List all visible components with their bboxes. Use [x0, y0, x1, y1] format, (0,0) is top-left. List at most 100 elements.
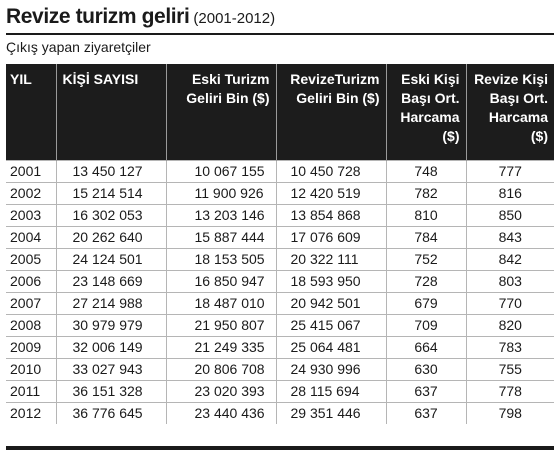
tourism-revenue-table: YIL KİŞİ SAYISI Eski Turizm Geliri Bin (… — [6, 64, 554, 424]
cell-visitor-count: 32 006 149 — [55, 336, 166, 359]
cell-revised-per-capita: 850 — [465, 204, 554, 227]
cell-old-per-capita: 784 — [385, 226, 466, 249]
cell-old-revenue: 15 887 444 — [165, 226, 276, 249]
cell-visitor-count: 36 776 645 — [55, 402, 166, 424]
cell-old-revenue: 21 950 807 — [165, 314, 276, 337]
table-row: 2010 33 027 943 20 806 708 24 930 996 630 755 — [6, 358, 554, 381]
table-row: 2007 27 214 988 18 487 010 20 942 501 679 770 — [6, 292, 554, 315]
cell-year: 2004 — [6, 226, 56, 249]
cell-year: 2003 — [6, 204, 56, 227]
cell-visitor-count: 30 979 979 — [55, 314, 166, 337]
cell-revised-revenue: 28 115 694 — [275, 380, 386, 403]
cell-old-per-capita: 709 — [385, 314, 466, 337]
cell-old-revenue: 21 249 335 — [165, 336, 276, 359]
table-row: 2004 20 262 640 15 887 444 17 076 609 784 843 — [6, 226, 554, 249]
cell-revised-revenue: 20 942 501 — [275, 292, 386, 315]
cell-revised-revenue: 17 076 609 — [275, 226, 386, 249]
cell-year: 2006 — [6, 270, 56, 293]
cell-visitor-count: 16 302 053 — [55, 204, 166, 227]
title-years: (2001-2012) — [193, 10, 276, 27]
cell-visitor-count: 15 214 514 — [55, 182, 166, 205]
cell-old-per-capita: 782 — [385, 182, 466, 205]
cell-year: 2001 — [6, 160, 56, 183]
cell-year: 2002 — [6, 182, 56, 205]
subtitle: Çıkış yapan ziyaretçiler — [6, 39, 151, 55]
cell-revised-per-capita: 842 — [465, 248, 554, 271]
cell-year: 2012 — [6, 402, 56, 424]
cell-year: 2007 — [6, 292, 56, 315]
cell-revised-per-capita: 778 — [465, 380, 554, 403]
cell-visitor-count: 33 027 943 — [55, 358, 166, 381]
cell-visitor-count: 27 214 988 — [55, 292, 166, 315]
cell-revised-per-capita: 777 — [465, 160, 554, 183]
cell-old-revenue: 23 020 393 — [165, 380, 276, 403]
cell-old-per-capita: 728 — [385, 270, 466, 293]
cell-revised-per-capita: 770 — [465, 292, 554, 315]
header-revised-revenue: RevizeTurizm Geliri Bin ($) — [275, 64, 386, 161]
cell-year: 2005 — [6, 248, 56, 271]
cell-old-revenue: 10 067 155 — [165, 160, 276, 183]
cell-year: 2008 — [6, 314, 56, 337]
table-row: 2006 23 148 669 16 850 947 18 593 950 728 803 — [6, 270, 554, 293]
cell-revised-per-capita: 820 — [465, 314, 554, 337]
bottom-rule — [6, 446, 554, 450]
page-title: Revize turizm geliri (2001-2012) — [6, 5, 275, 29]
title-rule — [6, 33, 554, 35]
cell-old-per-capita: 637 — [385, 402, 466, 424]
cell-old-per-capita: 637 — [385, 380, 466, 403]
cell-revised-revenue: 25 064 481 — [275, 336, 386, 359]
cell-revised-revenue: 25 415 067 — [275, 314, 386, 337]
header-old-per-capita: Eski Kişi Başı Ort. Harcama ($) — [385, 64, 466, 161]
header-visitor-count: KİŞİ SAYISI — [55, 64, 166, 161]
cell-visitor-count: 23 148 669 — [55, 270, 166, 293]
cell-revised-revenue: 29 351 446 — [275, 402, 386, 424]
cell-revised-per-capita: 803 — [465, 270, 554, 293]
cell-old-per-capita: 630 — [385, 358, 466, 381]
cell-old-per-capita: 748 — [385, 160, 466, 183]
table-row: 2001 13 450 127 10 067 155 10 450 728 748 777 — [6, 160, 554, 183]
cell-visitor-count: 36 151 328 — [55, 380, 166, 403]
title-main: Revize turizm geliri — [6, 5, 190, 28]
cell-old-revenue: 18 153 505 — [165, 248, 276, 271]
cell-old-revenue: 23 440 436 — [165, 402, 276, 424]
table-row: 2003 16 302 053 13 203 146 13 854 868 810 850 — [6, 204, 554, 227]
cell-visitor-count: 20 262 640 — [55, 226, 166, 249]
cell-revised-per-capita: 843 — [465, 226, 554, 249]
cell-year: 2010 — [6, 358, 56, 381]
cell-old-per-capita: 752 — [385, 248, 466, 271]
cell-revised-revenue: 13 854 868 — [275, 204, 386, 227]
cell-revised-revenue: 24 930 996 — [275, 358, 386, 381]
table-row: 2009 32 006 149 21 249 335 25 064 481 664 783 — [6, 336, 554, 359]
cell-revised-per-capita: 783 — [465, 336, 554, 359]
cell-year: 2011 — [6, 380, 56, 403]
cell-visitor-count: 24 124 501 — [55, 248, 166, 271]
header-year: YIL — [6, 64, 56, 161]
cell-year: 2009 — [6, 336, 56, 359]
table-header-row: YIL KİŞİ SAYISI Eski Turizm Geliri Bin (… — [6, 64, 554, 161]
cell-visitor-count: 13 450 127 — [55, 160, 166, 183]
cell-old-per-capita: 810 — [385, 204, 466, 227]
header-old-revenue: Eski Turizm Geliri Bin ($) — [165, 64, 276, 161]
table-row: 2012 36 776 645 23 440 436 29 351 446 637 798 — [6, 402, 554, 424]
cell-revised-per-capita: 816 — [465, 182, 554, 205]
cell-old-revenue: 20 806 708 — [165, 358, 276, 381]
cell-old-revenue: 18 487 010 — [165, 292, 276, 315]
table-row: 2002 15 214 514 11 900 926 12 420 519 782 816 — [6, 182, 554, 205]
header-revised-per-capita: Revize Kişi Başı Ort. Harcama ($) — [465, 64, 554, 161]
cell-revised-revenue: 10 450 728 — [275, 160, 386, 183]
cell-old-revenue: 13 203 146 — [165, 204, 276, 227]
cell-old-revenue: 11 900 926 — [165, 182, 276, 205]
cell-revised-per-capita: 755 — [465, 358, 554, 381]
table-body: 2001 13 450 127 10 067 155 10 450 728 748 777… — [6, 160, 554, 424]
table-row: 2005 24 124 501 18 153 505 20 322 111 752 842 — [6, 248, 554, 271]
cell-revised-per-capita: 798 — [465, 402, 554, 424]
cell-revised-revenue: 18 593 950 — [275, 270, 386, 293]
cell-revised-revenue: 20 322 111 — [275, 248, 386, 271]
cell-old-revenue: 16 850 947 — [165, 270, 276, 293]
cell-revised-revenue: 12 420 519 — [275, 182, 386, 205]
table-row: 2011 36 151 328 23 020 393 28 115 694 637 778 — [6, 380, 554, 403]
cell-old-per-capita: 664 — [385, 336, 466, 359]
table-row: 2008 30 979 979 21 950 807 25 415 067 709 820 — [6, 314, 554, 337]
cell-old-per-capita: 679 — [385, 292, 466, 315]
